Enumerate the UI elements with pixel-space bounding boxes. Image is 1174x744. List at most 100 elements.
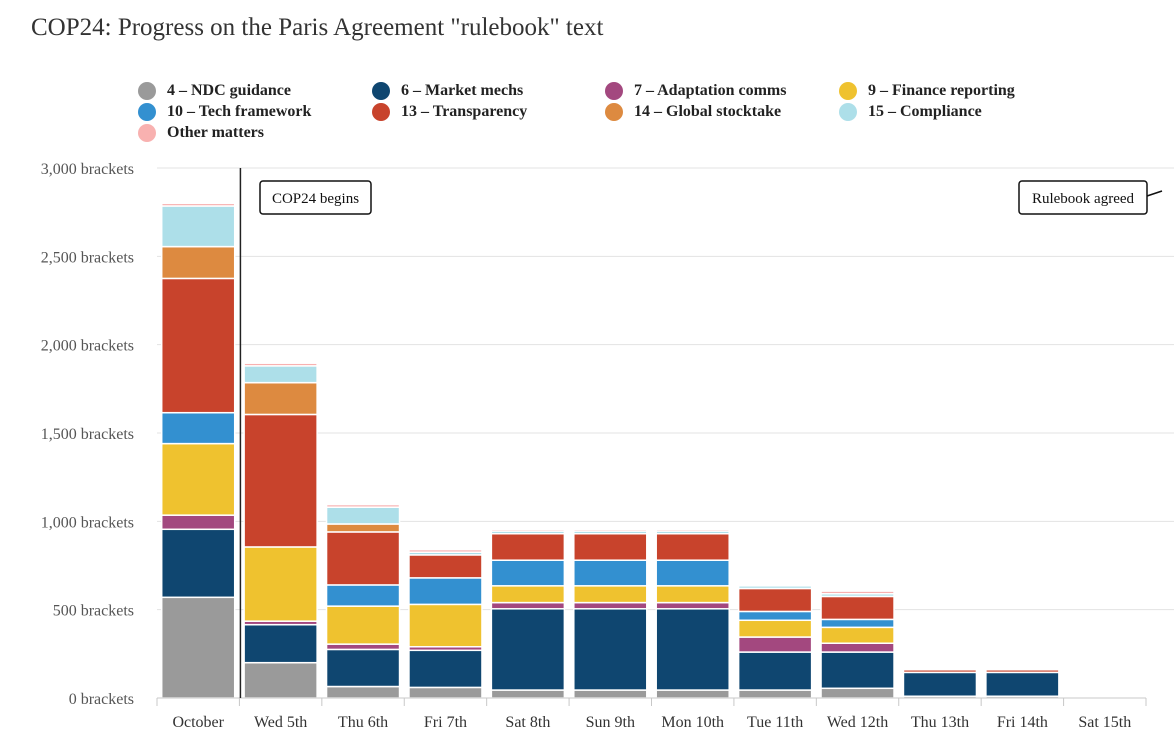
bar-segment [408,686,483,699]
legend-item: 9 – Finance reporting [839,82,1015,100]
annotation-box [259,180,372,215]
bar-segment [820,595,895,621]
bar-segment [820,590,895,595]
bar-segment [160,202,236,207]
legend-swatch [138,124,156,142]
y-tick-label: 1,000 brackets [41,514,134,531]
bar-segment [573,585,648,604]
bar-segment [820,642,895,653]
bar-segment [902,668,978,671]
legend-swatch [138,103,156,121]
bar-segment [160,514,236,531]
bar-segment [325,503,401,508]
bar-segment [243,661,318,699]
legend-label: 10 – Tech framework [167,103,312,120]
bar-segment [985,671,1060,697]
legend-label: 7 – Adaptation comms [634,82,787,99]
legend-swatch [138,82,156,100]
legend-swatch [605,103,623,121]
bar-segment [655,585,730,604]
bar-segment [573,608,648,691]
bar-segment [490,532,566,561]
x-tick-label: Mon 10th [661,714,724,731]
bar-segment [490,528,566,532]
x-tick-label: Fri 14th [997,714,1048,731]
bar-segment [325,648,401,688]
annotation-rulebook-agreed: Rulebook agreed [1032,191,1135,207]
legend-item: 13 – Transparency [372,103,527,121]
bar-segment [243,413,318,548]
bar-segment [490,689,566,699]
bar-segment [655,559,730,587]
bar-segment [737,689,813,699]
bar-segment [243,381,318,416]
legend-swatch [839,103,857,121]
bar-segment [655,528,730,532]
legend-label: 4 – NDC guidance [167,82,292,99]
legend-label: 6 – Market mechs [401,82,524,99]
bar-segment [325,685,401,699]
legend-label: Other matters [167,124,264,141]
bar-segment [325,531,401,586]
bar-segment [573,532,648,561]
bar-segment [573,601,648,610]
bar-segment [655,689,730,699]
chart-title: COP24: Progress on the Paris Agreement "… [31,14,604,41]
bar-segment [737,636,813,653]
y-tick-label: 0 brackets [69,691,134,708]
bar-segment [820,618,895,629]
legend-item: 15 – Compliance [839,103,982,121]
bar-segment [985,668,1060,671]
bar-segment [325,605,401,645]
bar-segment [490,585,566,604]
legend-swatch [372,103,390,121]
bar-segment [737,619,813,638]
x-tick-label: Sat 15th [1078,714,1131,731]
y-tick-label: 3,000 brackets [41,161,134,178]
x-tick-label: Wed 5th [254,714,307,731]
bar-segment [408,603,483,648]
bar-segment [160,596,236,699]
legend-label: 15 – Compliance [868,103,982,120]
bar-segment [490,601,566,610]
x-tick-label: Tue 11th [747,714,803,731]
bar-segment [325,523,401,533]
y-tick-label: 2,500 brackets [41,249,134,266]
bar-segment [408,577,483,606]
bar-segment [408,649,483,689]
bar-segment [243,546,318,622]
y-tick-label: 1,500 brackets [41,426,134,443]
bar-segment [160,277,236,414]
legend-item: 14 – Global stocktake [605,103,781,121]
x-tick-label: Sun 9th [586,714,635,731]
bar-segment [573,528,648,532]
x-tick-label: Thu 13th [911,714,969,731]
bar-segment [160,411,236,445]
legend-label: 14 – Global stocktake [634,103,782,120]
x-tick-label: Fri 7th [424,714,467,731]
legend-swatch [839,82,857,100]
bar-segment [325,584,401,607]
bar-segment [160,442,236,516]
bar-segment [820,651,895,690]
bar-segment [325,506,401,525]
bar-segment [655,601,730,610]
x-tick-label: Wed 12th [827,714,888,731]
bar-segment [325,643,401,651]
bar-segment [902,671,978,697]
bar-segment [243,362,318,367]
legend-item: Other matters [138,124,264,142]
bar-segment [820,687,895,699]
bar-segment [160,528,236,599]
legend-swatch [605,82,623,100]
bar-segment [490,608,566,691]
bar-segment [408,554,483,579]
legend-item: 6 – Market mechs [372,82,523,100]
bar-segment [737,610,813,622]
bar-segment [655,608,730,691]
annotation-cop24-begins: COP24 begins [272,191,359,207]
y-tick-label: 500 brackets [53,603,134,620]
bar-segment [573,689,648,699]
x-tick-label: Thu 6th [338,714,388,731]
